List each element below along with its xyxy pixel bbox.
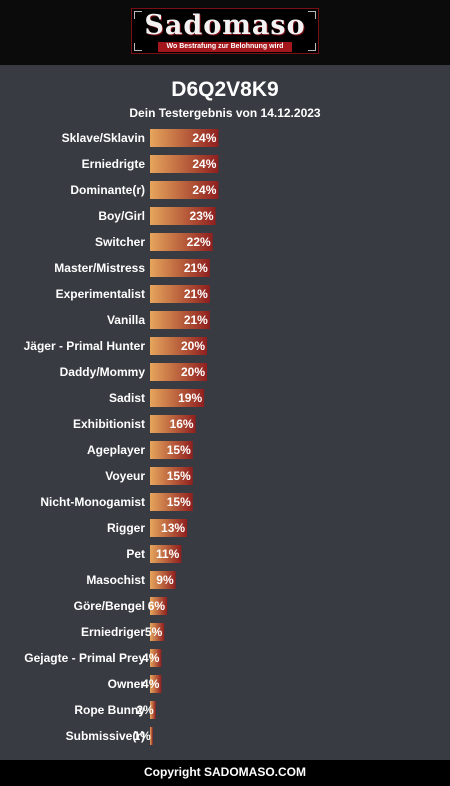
bar-value-label: 2% [136, 703, 154, 717]
bar [150, 623, 165, 641]
bar [150, 233, 213, 251]
bar-value-label: 21% [184, 287, 208, 301]
category-label: Erniedriger [81, 625, 145, 639]
category-label: Sklave/Sklavin [62, 131, 145, 145]
category-label: Nicht-Monogamist [40, 495, 145, 509]
logo-corner-ornament [134, 43, 142, 51]
category-label: Rope Bunny [74, 703, 145, 717]
bar [150, 207, 216, 225]
bar [150, 649, 162, 667]
bar-value-label: 6% [148, 599, 166, 613]
bar-value-label: 11% [156, 547, 180, 561]
category-label: Masochist [86, 573, 145, 587]
site-logo[interactable]: Sadomaso Wo Bestrafung zur Belohnung wir… [131, 8, 319, 54]
bar [150, 701, 156, 719]
category-label: Rigger [107, 521, 145, 535]
bar-value-label: 1% [134, 729, 152, 743]
bar-value-label: 16% [170, 417, 194, 431]
bar [150, 155, 219, 173]
category-label: Owner [108, 677, 146, 691]
bar [150, 545, 182, 563]
bar-value-label: 15% [167, 443, 191, 457]
category-label: Jäger - Primal Hunter [24, 339, 146, 353]
category-label: Boy/Girl [98, 209, 145, 223]
category-label: Exhibitionist [73, 417, 145, 431]
result-title: D6Q2V8K9 [171, 78, 279, 101]
bar-value-label: 24% [192, 131, 216, 145]
bar [150, 467, 193, 485]
bar [150, 415, 196, 433]
bar [150, 597, 168, 615]
category-label: Sadist [109, 391, 145, 405]
category-label: Göre/Bengel [74, 599, 145, 613]
logo-corner-ornament [134, 11, 142, 19]
bar [150, 181, 219, 199]
bar-value-label: 20% [181, 339, 205, 353]
bar-value-label: 24% [192, 183, 216, 197]
bar-value-label: 4% [142, 651, 160, 665]
bar [150, 389, 205, 407]
bar [150, 441, 193, 459]
bar [150, 337, 207, 355]
category-label: Experimentalist [56, 287, 145, 301]
bar [150, 571, 176, 589]
logo-tagline: Wo Bestrafung zur Belohnung wird [158, 42, 292, 52]
category-label: Vanilla [107, 313, 145, 327]
logo-text: Sadomaso [144, 10, 306, 41]
category-label: Voyeur [105, 469, 145, 483]
bar-value-label: 13% [161, 521, 185, 535]
bar-value-label: 22% [187, 235, 211, 249]
category-label: Daddy/Mommy [60, 365, 146, 379]
bar [150, 259, 210, 277]
bar [150, 727, 153, 745]
logo-corner-ornament [308, 11, 316, 19]
bar [150, 519, 188, 537]
category-label: Dominante(r) [70, 183, 145, 197]
category-label: Gejagte - Primal Prey [24, 651, 145, 665]
bar-value-label: 19% [178, 391, 202, 405]
bar [150, 363, 207, 381]
bar [150, 493, 193, 511]
bar-value-label: 15% [167, 469, 191, 483]
bar [150, 129, 219, 147]
top-bar: Sadomaso Wo Bestrafung zur Belohnung wir… [0, 0, 450, 65]
footer: Copyright SADOMASO.COM [0, 760, 450, 786]
bar-value-label: 21% [184, 313, 208, 327]
bar-value-label: 20% [181, 365, 205, 379]
category-label: Switcher [95, 235, 145, 249]
result-subtitle: Dein Testergebnis von 14.12.2023 [129, 106, 321, 120]
category-label: Submissive(r) [66, 729, 145, 743]
bar-value-label: 23% [190, 209, 214, 223]
bar [150, 285, 210, 303]
bar-value-label: 5% [145, 625, 163, 639]
logo-corner-ornament [308, 43, 316, 51]
bar-value-label: 15% [167, 495, 191, 509]
bar-value-label: 24% [192, 157, 216, 171]
category-label: Ageplayer [87, 443, 145, 457]
bar [150, 311, 210, 329]
category-label: Erniedrigte [82, 157, 146, 171]
bar-value-label: 21% [184, 261, 208, 275]
category-label: Master/Mistress [54, 261, 145, 275]
bar-value-label: 4% [142, 677, 160, 691]
footer-copyright: Copyright SADOMASO.COM [144, 765, 306, 779]
bar-value-label: 9% [156, 573, 174, 587]
category-label: Pet [126, 547, 145, 561]
bar [150, 675, 162, 693]
